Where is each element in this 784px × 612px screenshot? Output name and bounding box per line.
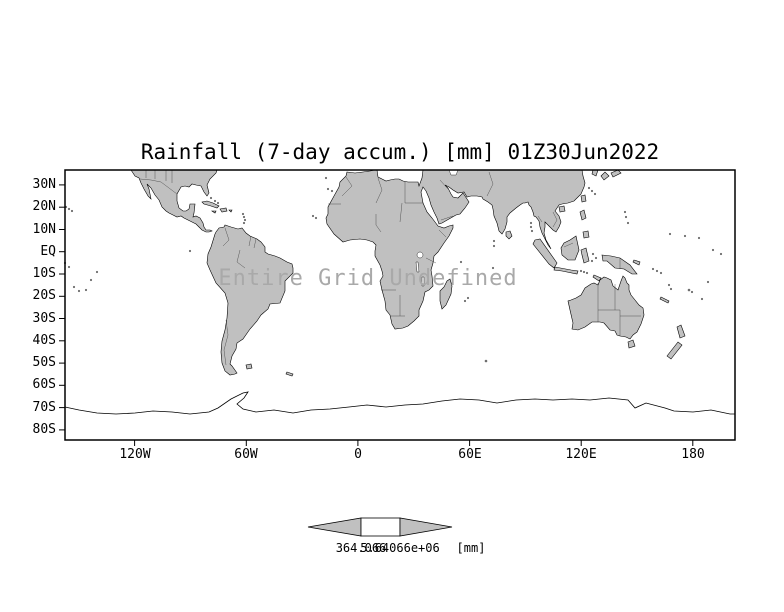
undefined-grid-message: Entire Grid Undefined xyxy=(218,266,518,291)
colorbar-tick-label-low: 364.066 xyxy=(335,541,387,555)
landmass-north-america xyxy=(130,169,218,233)
lon-tick-label: 60W xyxy=(234,447,258,462)
island-new-britain xyxy=(632,259,641,266)
lake-malawi xyxy=(421,276,425,287)
lon-tick-label: 120W xyxy=(119,447,151,462)
island-hainan xyxy=(558,205,566,213)
lon-tick-label: 120E xyxy=(565,447,597,462)
island-taiwan xyxy=(580,194,587,203)
lat-tick-label: 50S xyxy=(32,355,56,370)
small-island-dots xyxy=(63,176,723,363)
colorbar-tick-label-high: 5.64066e+06 xyxy=(360,541,440,555)
lon-ticks xyxy=(134,440,694,446)
island-luzon xyxy=(579,209,587,221)
lat-tick-label: 20S xyxy=(32,288,56,303)
landmass-afro-eurasia xyxy=(325,169,586,330)
world-map xyxy=(59,169,736,446)
lat-tick-label: 10N xyxy=(32,222,56,237)
island-south-georgia xyxy=(285,371,294,377)
lon-tick-label: 60E xyxy=(458,447,482,462)
map-frame xyxy=(64,169,736,441)
lake-tanganyika xyxy=(415,261,420,273)
lat-tick-label: 40S xyxy=(32,333,56,348)
island-sulawesi xyxy=(580,247,590,264)
lat-tick-label: 30N xyxy=(32,177,56,192)
country-borders xyxy=(139,170,641,366)
island-japan-kyushu xyxy=(600,171,610,181)
colorbar-left-arrow xyxy=(307,517,362,537)
lon-tick-label: 180 xyxy=(681,447,705,462)
lat-tick-label: 30S xyxy=(32,311,56,326)
island-nz-south xyxy=(666,341,683,360)
island-falklands xyxy=(245,363,253,370)
island-sri-lanka xyxy=(505,230,513,240)
lon-tick-label: 0 xyxy=(354,447,362,462)
island-cuba xyxy=(201,200,220,209)
island-hispaniola xyxy=(219,207,228,213)
colorbar xyxy=(307,517,453,537)
island-java xyxy=(553,266,579,275)
colorbar-cell xyxy=(360,517,401,537)
landmass-south-america xyxy=(206,224,294,376)
lat-tick-label: 60S xyxy=(32,377,56,392)
islands xyxy=(201,169,686,377)
lat-tick-label: 20N xyxy=(32,199,56,214)
lat-tick-label: 80S xyxy=(32,422,56,437)
lake-victoria xyxy=(416,251,424,259)
colorbar-units-label: [mm] xyxy=(456,541,486,555)
lat-tick-label: 10S xyxy=(32,266,56,281)
island-jamaica xyxy=(211,210,217,214)
plot-title: Rainfall (7-day accum.) [mm] 01Z30Jun202… xyxy=(140,140,660,164)
lat-ticks xyxy=(59,184,65,431)
island-tasmania xyxy=(627,339,636,349)
island-japan-honshu xyxy=(610,169,622,178)
island-madagascar xyxy=(439,278,453,310)
island-puerto-rico xyxy=(228,209,233,213)
island-new-guinea xyxy=(601,254,638,275)
landmass-antarctica xyxy=(64,391,736,441)
island-sumatra xyxy=(532,238,558,269)
lat-tick-label: EQ xyxy=(40,244,56,259)
lat-tick-label: 70S xyxy=(32,400,56,415)
island-nz-north xyxy=(676,324,686,339)
island-borneo xyxy=(560,235,580,261)
island-mindanao xyxy=(582,230,590,239)
island-timor xyxy=(592,274,602,282)
colorbar-right-arrow xyxy=(399,517,453,537)
island-new-caledonia xyxy=(659,296,670,304)
